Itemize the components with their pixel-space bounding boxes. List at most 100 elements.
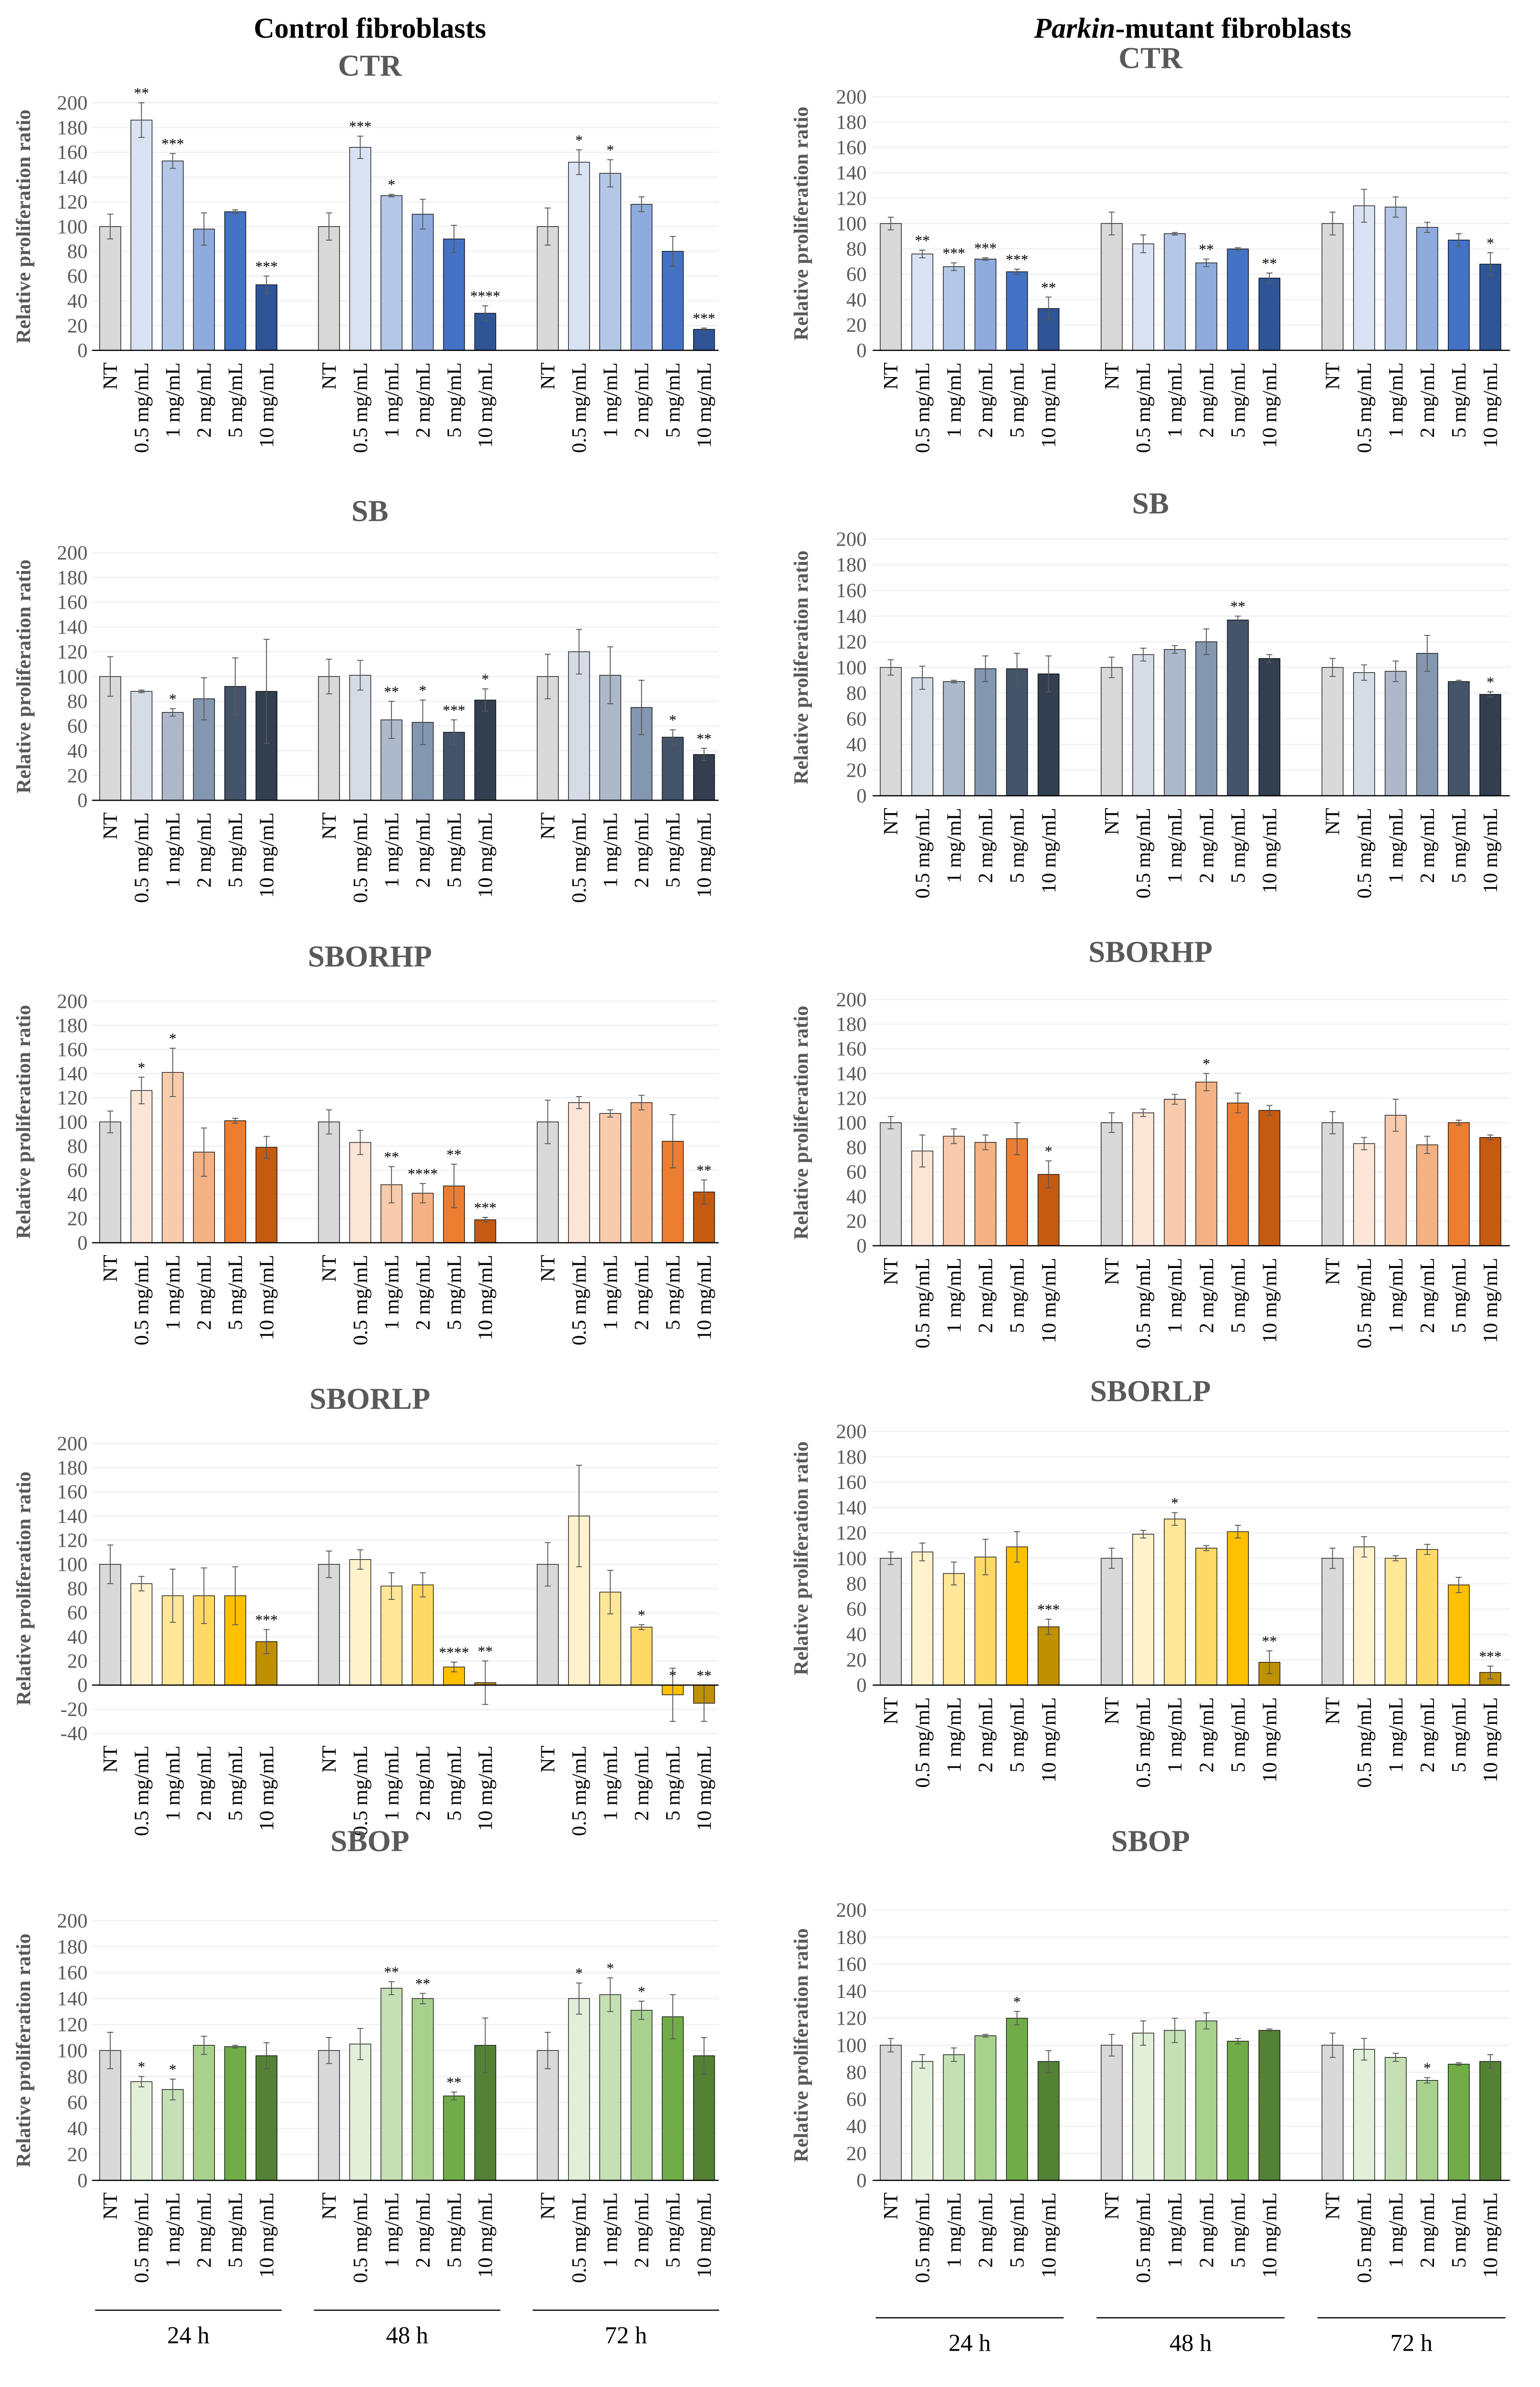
chart-title: SBOP (330, 1825, 409, 1858)
x-category-label: NT (537, 1255, 559, 1282)
x-category-label: NT (880, 1697, 902, 1724)
significance-label: * (575, 1965, 583, 1982)
significance-label: ** (384, 1149, 399, 1165)
y-tick-label: 200 (57, 1910, 87, 1932)
time-point-label: 72 h (605, 2322, 647, 2349)
bar (1227, 1102, 1249, 1246)
y-tick-label: 200 (836, 86, 866, 108)
bar (568, 1102, 590, 1243)
bar (631, 204, 653, 351)
x-category-label: 5 mg/mL (1006, 1258, 1029, 1333)
y-tick-label: 160 (836, 1953, 866, 1975)
x-category-label: 10 mg/mL (693, 1255, 716, 1340)
significance-label: ** (696, 1667, 712, 1684)
y-axis-label: Relative proliferation ratio (790, 1006, 812, 1240)
bar (911, 677, 933, 796)
x-category-label: 2 mg/mL (631, 1745, 653, 1821)
bar (255, 2055, 277, 2181)
bar (1321, 223, 1344, 351)
chart-title: SBORHP (308, 940, 432, 973)
significance-label: * (169, 1030, 177, 1047)
x-category-label: 2 mg/mL (631, 2192, 653, 2268)
x-category-label: 0.5 mg/mL (1353, 1697, 1376, 1788)
bar (1164, 1099, 1186, 1246)
bar (349, 1142, 371, 1243)
y-tick-label: 100 (57, 665, 87, 688)
x-category-label: 0.5 mg/mL (568, 1745, 591, 1836)
y-tick-label: 60 (67, 715, 88, 738)
bar (1321, 2045, 1344, 2181)
bar (1100, 1558, 1123, 1686)
chart-control-sbop: SBOP 0 20 40 60 80 100 120 140 160 180 200 Relative … (12, 1825, 719, 2283)
bar (349, 1559, 371, 1686)
x-category-label: 1 mg/mL (1164, 1697, 1186, 1773)
x-category-label: 1 mg/mL (1164, 808, 1186, 883)
x-category-label: 5 mg/mL (1448, 1258, 1470, 1333)
x-category-label: NT (1101, 362, 1123, 390)
bar (411, 1584, 434, 1686)
x-category-label: 10 mg/mL (1479, 362, 1502, 448)
x-category-label: 5 mg/mL (1227, 1258, 1249, 1333)
x-category-label: NT (537, 2192, 559, 2219)
x-category-label: 2 mg/mL (412, 1745, 434, 1821)
x-category-label: NT (318, 1255, 340, 1282)
x-category-label: NT (1322, 1697, 1344, 1724)
bar (1132, 1533, 1154, 1686)
x-category-label: 10 mg/mL (255, 1745, 278, 1831)
chart-title: CTR (338, 49, 402, 82)
x-category-label: NT (880, 808, 902, 835)
x-category-label: 5 mg/mL (662, 2192, 685, 2268)
x-category-label: 1 mg/mL (600, 1255, 622, 1330)
significance-label: ** (1041, 279, 1056, 296)
x-category-label: 10 mg/mL (1258, 808, 1281, 893)
y-tick-label: 60 (67, 1160, 88, 1182)
y-tick-label: 140 (836, 1063, 866, 1085)
significance-label: ** (446, 1146, 462, 1163)
bar (130, 1583, 153, 1686)
bar (662, 2016, 684, 2181)
y-tick-label: -20 (61, 1699, 88, 1721)
x-category-label: 1 mg/mL (1385, 2192, 1407, 2268)
bar (1164, 649, 1186, 796)
significance-label: **** (439, 1644, 469, 1661)
y-tick-label: 80 (67, 2066, 88, 2088)
bar (1479, 694, 1501, 796)
x-category-label: NT (1101, 1697, 1123, 1724)
bar (880, 223, 902, 351)
x-category-label: 1 mg/mL (943, 1258, 965, 1333)
y-tick-label: 20 (67, 2144, 88, 2166)
x-category-label: 10 mg/mL (693, 1745, 716, 1831)
x-category-label: 10 mg/mL (1258, 2192, 1281, 2278)
bar (693, 2055, 715, 2181)
x-category-label: 10 mg/mL (1038, 1258, 1060, 1343)
x-category-label: 10 mg/mL (693, 362, 716, 448)
significance-label: * (1424, 2060, 1431, 2077)
y-axis-label: Relative proliferation ratio (12, 1933, 35, 2167)
y-tick-label: 40 (67, 740, 88, 762)
x-category-label: 5 mg/mL (662, 813, 685, 888)
y-tick-label: 60 (846, 1598, 867, 1621)
x-category-label: 0.5 mg/mL (131, 2192, 153, 2283)
x-category-label: 10 mg/mL (1258, 1697, 1281, 1783)
significance-label: * (1487, 235, 1494, 252)
chart-title: SB (1132, 486, 1169, 520)
significance-label: *** (1037, 1601, 1060, 1618)
x-category-label: 10 mg/mL (255, 2192, 278, 2278)
significance-label: * (419, 682, 427, 699)
bar (349, 675, 371, 801)
y-tick-label: 40 (846, 1186, 867, 1208)
x-category-label: NT (1322, 808, 1344, 835)
x-category-label: 5 mg/mL (1006, 362, 1029, 438)
x-category-label: NT (1322, 1258, 1344, 1285)
bar (880, 2045, 902, 2181)
column-title-parkin-italic: Parkin (1034, 12, 1115, 44)
bar (99, 1564, 121, 1686)
y-tick-label: 100 (836, 1112, 866, 1134)
x-category-label: 1 mg/mL (380, 2192, 403, 2268)
x-category-label: 2 mg/mL (975, 1258, 997, 1333)
bar (1258, 277, 1281, 351)
y-tick-label: 200 (836, 1421, 866, 1443)
bar (318, 2050, 340, 2181)
